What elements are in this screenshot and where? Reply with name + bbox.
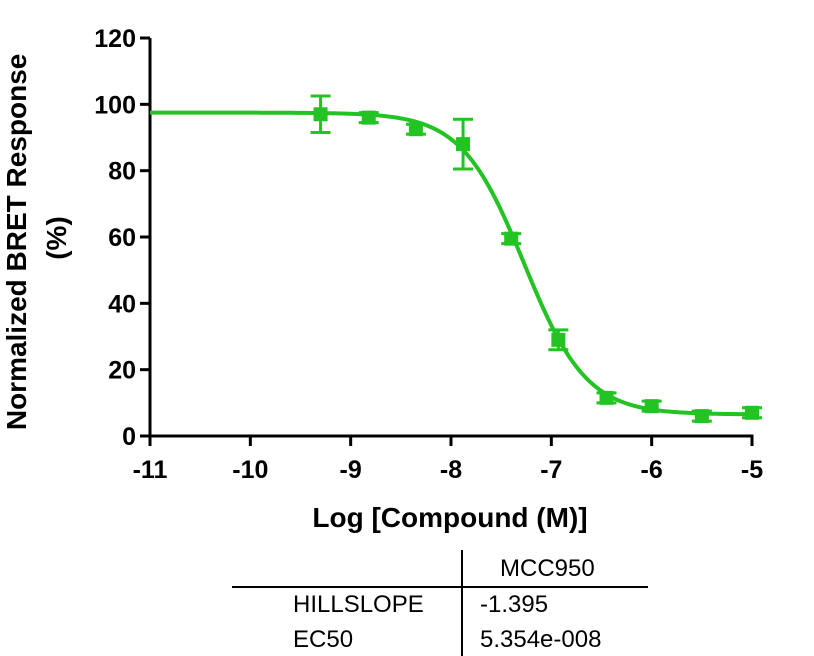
- y-tick-label: 100: [94, 91, 136, 119]
- table-row-value-hillslope: -1.395: [480, 591, 548, 618]
- x-axis: -11 -10 -9 -8 -7 -6 -5: [133, 434, 763, 484]
- x-tick-label: -6: [641, 456, 663, 484]
- data-point: [504, 231, 519, 246]
- fit-curve-group: [150, 110, 753, 417]
- y-tick-label: 20: [108, 357, 136, 385]
- y-tick-label: 40: [108, 290, 136, 318]
- y-tick-label: 80: [108, 158, 136, 186]
- table-row-value-ec50: 5.354e-008: [480, 626, 601, 653]
- table-column-header: MCC950: [500, 555, 595, 582]
- x-tick-label: -11: [133, 456, 168, 484]
- y-axis-title-line-2: (%): [41, 216, 72, 260]
- x-axis-title: Log [Compound (M)]: [312, 502, 587, 533]
- data-point: [456, 137, 471, 152]
- x-tick-label: -5: [741, 456, 763, 484]
- y-tick-label: 120: [94, 25, 136, 53]
- x-tick-label: -10: [232, 456, 268, 484]
- results-table: MCC950 HILLSLOPE -1.395 EC50 5.354e-008: [232, 550, 648, 656]
- data-point: [644, 399, 659, 414]
- data-points: [310, 94, 762, 424]
- fit-curve-line: [150, 110, 753, 417]
- data-point: [599, 390, 614, 405]
- data-point: [313, 107, 328, 122]
- data-point: [694, 409, 709, 424]
- y-axis-title: Normalized BRET Response (%): [1, 46, 72, 430]
- data-point: [745, 405, 759, 420]
- x-tick-label: -9: [340, 456, 362, 484]
- y-axis-title-line-1: Normalized BRET Response: [1, 54, 32, 431]
- data-point: [408, 122, 423, 137]
- data-point: [361, 110, 376, 125]
- data-point: [551, 332, 566, 347]
- x-tick-label: -8: [440, 456, 462, 484]
- y-tick-label: 0: [122, 423, 136, 451]
- table-row-label-ec50: EC50: [293, 626, 353, 653]
- y-tick-label: 60: [108, 224, 136, 252]
- y-axis: 0 20 40 60 80 100 120: [94, 25, 152, 451]
- table-row-label-hillslope: HILLSLOPE: [293, 591, 424, 618]
- x-tick-label: -7: [540, 456, 562, 484]
